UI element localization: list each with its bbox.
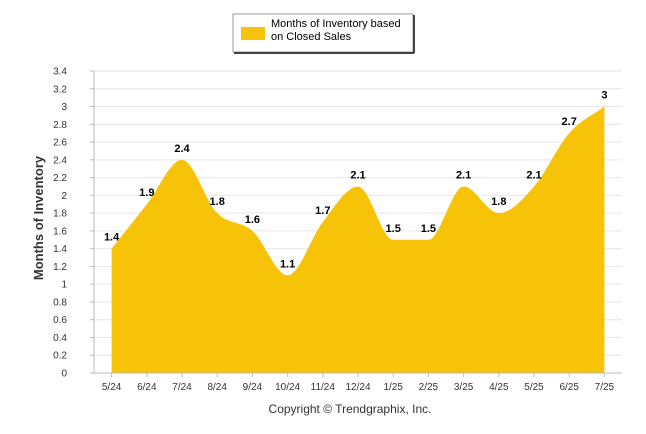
y-tick-label: 2.8 xyxy=(53,120,67,131)
y-tick-label: 3 xyxy=(61,102,67,113)
y-tick-label: 0.4 xyxy=(53,333,67,344)
data-labels: 1.4 1.9 2.4 1.8 1.6 1.1 1.7 2.1 1.5 1.5 2.1 1.8 2.1 2… xyxy=(104,90,608,271)
x-tick-label: 7/24 xyxy=(172,382,192,393)
data-label: 2.1 xyxy=(350,169,365,181)
y-axis-title: Months of Inventory xyxy=(31,155,46,280)
y-tick-label: 3.4 xyxy=(53,67,67,78)
y-tick-label: 2.6 xyxy=(53,138,67,149)
x-tick-label: 8/24 xyxy=(207,382,227,393)
y-tick-label: 1.4 xyxy=(53,244,67,255)
x-tick-label: 3/25 xyxy=(454,382,474,393)
x-tick-label: 9/24 xyxy=(243,382,263,393)
data-label: 3 xyxy=(601,90,607,102)
x-tick-label: 11/24 xyxy=(311,382,336,393)
legend: Months of Inventory based on Closed Sale… xyxy=(232,13,415,54)
x-tick-label: 5/24 xyxy=(102,382,122,393)
data-label: 1.5 xyxy=(386,223,401,235)
data-label: 1.4 xyxy=(104,232,120,244)
y-tick-label: 0.8 xyxy=(53,297,67,308)
x-tick-label: 10/24 xyxy=(275,382,300,393)
legend-line-2: on Closed Sales xyxy=(271,31,352,43)
legend-line-1: Months of Inventory based xyxy=(271,18,401,30)
data-label: 2.4 xyxy=(174,143,190,155)
data-label: 1.8 xyxy=(210,196,225,208)
data-label: 1.9 xyxy=(139,187,154,199)
y-tick-label: 2.4 xyxy=(53,155,67,166)
x-tick-label: 1/25 xyxy=(383,382,403,393)
data-label: 2.1 xyxy=(526,169,541,181)
x-tick-label: 4/25 xyxy=(489,382,509,393)
x-tick-labels: 5/24 6/24 7/24 8/24 9/24 10/24 11/24 12/24 1/25 2… xyxy=(102,373,615,393)
x-tick-label: 6/24 xyxy=(137,382,157,393)
data-label: 2.1 xyxy=(456,169,471,181)
y-tick-label: 0 xyxy=(61,369,67,380)
x-tick-label: 2/25 xyxy=(419,382,439,393)
y-tick-label: 0.2 xyxy=(53,351,67,362)
y-tick-labels: 0 0.2 0.4 0.6 0.8 1 1.2 1.4 1.6 1.8 2 2.2 2.4 2.6 2.8 3… xyxy=(53,67,94,380)
data-label: 1.7 xyxy=(315,205,330,217)
y-tick-label: 3.2 xyxy=(53,84,67,95)
data-label: 1.5 xyxy=(421,223,436,235)
y-tick-label: 1.6 xyxy=(53,226,67,237)
data-label: 1.1 xyxy=(280,258,295,270)
x-tick-label: 12/24 xyxy=(345,382,370,393)
legend-swatch xyxy=(241,27,265,40)
area-series-months-of-inventory xyxy=(111,106,605,373)
y-tick-label: 1 xyxy=(61,280,67,291)
y-tick-label: 1.8 xyxy=(53,209,67,220)
x-tick-label: 6/25 xyxy=(559,382,579,393)
data-label: 1.6 xyxy=(245,214,260,226)
y-tick-label: 1.2 xyxy=(53,262,67,273)
data-label: 1.8 xyxy=(491,196,506,208)
y-tick-label: 2.2 xyxy=(53,173,67,184)
x-tick-label: 5/25 xyxy=(524,382,544,393)
copyright-footer: Copyright © Trendgraphix, Inc. xyxy=(269,402,432,416)
x-tick-label: 7/25 xyxy=(595,382,615,393)
y-tick-label: 0.6 xyxy=(53,315,67,326)
data-label: 2.7 xyxy=(562,116,577,128)
y-tick-label: 2 xyxy=(61,191,67,202)
